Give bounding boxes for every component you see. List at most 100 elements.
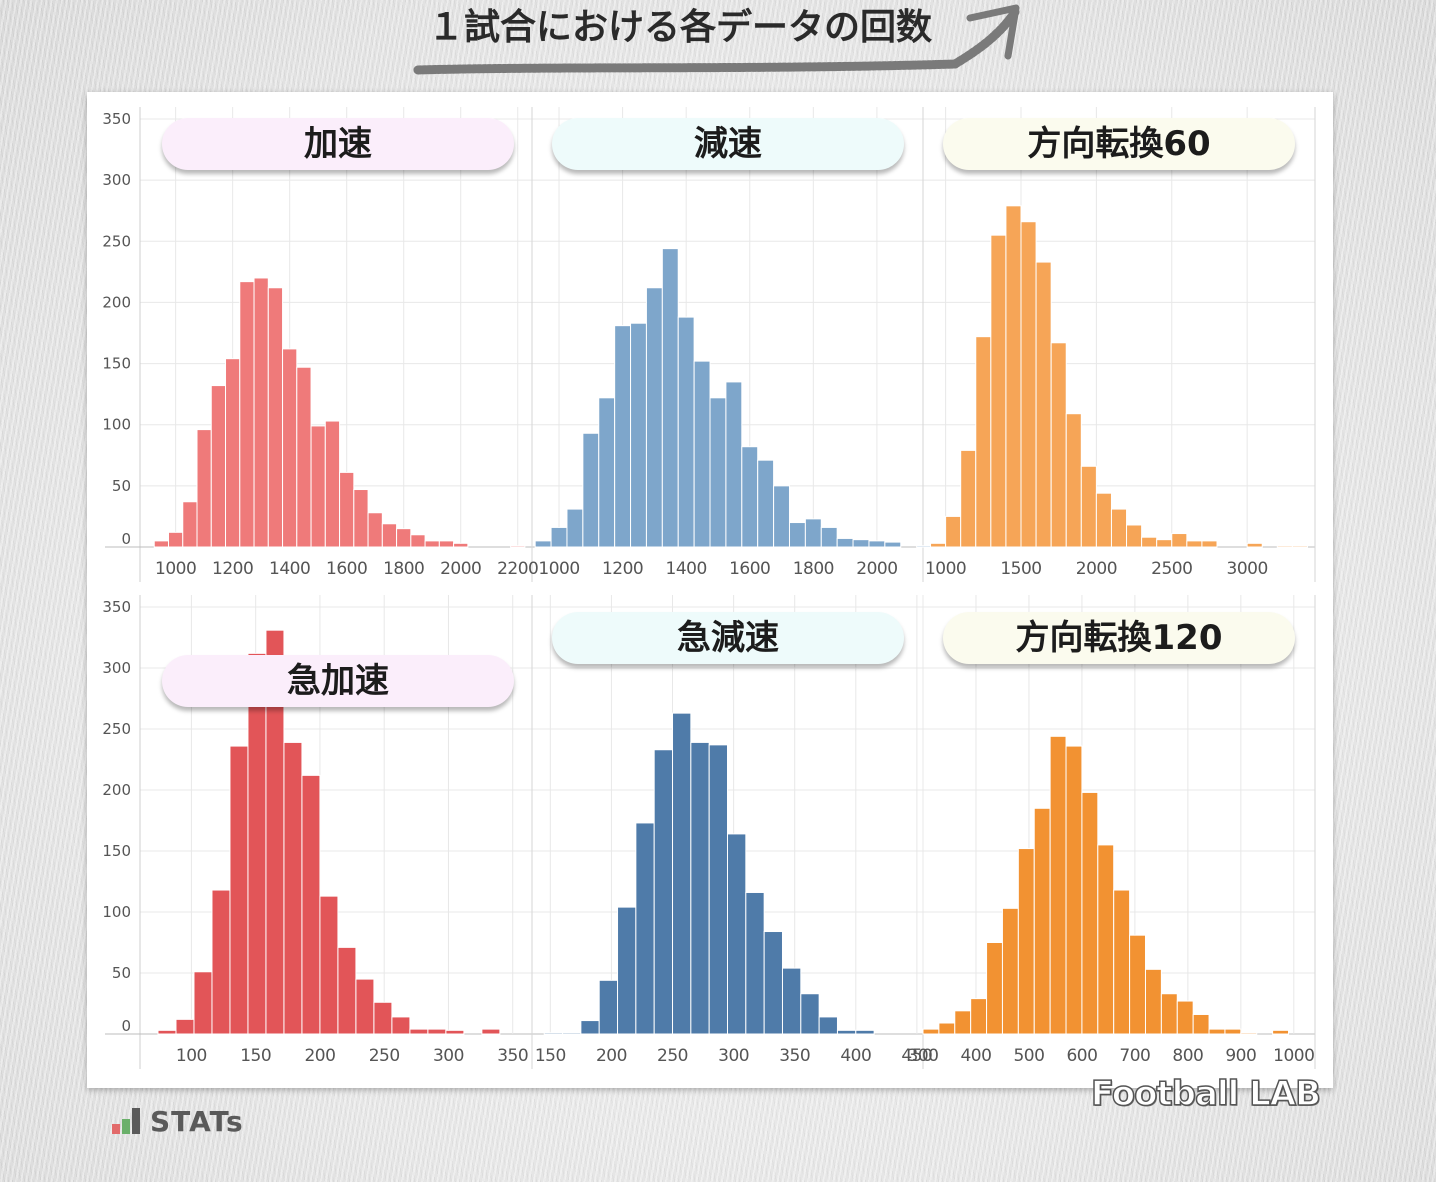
x-tick-label: 350 xyxy=(779,1046,810,1066)
x-tick-label: 350 xyxy=(497,1046,528,1066)
histogram-bar xyxy=(773,485,790,548)
chart-title-pill: 加速 xyxy=(162,118,514,170)
x-tick-label: 400 xyxy=(960,1046,991,1066)
histogram-bar xyxy=(1001,907,1019,1035)
chart-title-pill: 方向転換60 xyxy=(943,118,1295,170)
x-tick-label: 500 xyxy=(1013,1046,1044,1066)
x-tick-label: 1200 xyxy=(212,559,253,579)
x-tick-label: 1000 xyxy=(925,559,966,579)
x-tick-label: 900 xyxy=(1225,1046,1256,1066)
histogram-bar xyxy=(1080,465,1097,548)
histogram-bar xyxy=(1160,993,1178,1035)
chart-title-pill: 急減速 xyxy=(552,612,904,664)
histogram-bar xyxy=(373,1001,393,1035)
histogram-bar xyxy=(534,540,552,548)
x-tick-label: 150 xyxy=(240,1046,271,1066)
histogram-bar xyxy=(677,316,695,548)
histogram-bar xyxy=(1224,1028,1242,1035)
football-lab-logo: Football LAB xyxy=(1090,1073,1322,1115)
histogram-bar xyxy=(453,542,469,548)
stats-logo-text: STATs xyxy=(150,1104,244,1138)
histogram-bar xyxy=(1176,1000,1194,1035)
x-tick-label: 400 xyxy=(840,1046,871,1066)
histogram-bar xyxy=(1005,205,1022,548)
histogram-bar xyxy=(1065,413,1082,548)
y-tick-label: 200 xyxy=(102,781,131,799)
histogram-bar xyxy=(661,248,679,548)
histogram-bar xyxy=(239,281,255,548)
histogram-bar xyxy=(922,1028,940,1035)
x-tick-label: 1000 xyxy=(538,559,579,579)
stats-bars-icon xyxy=(112,1108,140,1134)
histogram-bar xyxy=(970,998,988,1035)
histogram-bar xyxy=(1201,540,1218,548)
histogram-bar xyxy=(930,542,947,548)
histogram-bar xyxy=(836,537,854,548)
histogram-bar xyxy=(196,429,212,548)
histogram-bar xyxy=(745,891,765,1035)
x-tick-label: 2000 xyxy=(1076,559,1117,579)
histogram-bar xyxy=(427,1028,447,1035)
y-tick-label: 350 xyxy=(102,110,131,128)
histogram-bar xyxy=(168,531,184,548)
histogram-bar xyxy=(1065,745,1083,1035)
histogram-bar xyxy=(510,545,526,548)
histogram-bar xyxy=(1291,545,1308,548)
y-tick-label: 350 xyxy=(102,598,131,616)
histogram-bar xyxy=(153,540,170,548)
histogram-bar xyxy=(409,1028,429,1035)
histogram-bar xyxy=(693,360,711,548)
y-tick-label: 300 xyxy=(102,171,131,189)
y-tick-label: 50 xyxy=(112,477,131,495)
histogram-bar xyxy=(630,322,647,548)
histogram-bar xyxy=(566,508,584,548)
histogram-bar xyxy=(709,397,727,548)
x-tick-label: 1200 xyxy=(602,559,643,579)
histogram-bar xyxy=(1081,791,1099,1035)
histogram-bar xyxy=(1049,735,1067,1035)
x-tick-label: 1000 xyxy=(1273,1046,1314,1066)
histogram-bar xyxy=(1141,536,1158,548)
histogram-bar xyxy=(319,895,339,1035)
histogram-bar xyxy=(410,534,426,548)
chart-title-pill: 方向転換120 xyxy=(943,612,1295,664)
histogram-bar xyxy=(210,385,227,548)
page-title: １試合における各データの回数 xyxy=(427,7,932,48)
histogram-bar xyxy=(781,967,802,1035)
histogram-bar xyxy=(367,512,383,548)
histogram-bar xyxy=(310,425,326,548)
x-tick-label: 150 xyxy=(535,1046,566,1066)
histogram-bar xyxy=(580,1020,600,1035)
x-tick-label: 1000 xyxy=(155,559,196,579)
y-tick-label: 150 xyxy=(102,842,131,860)
x-tick-label: 300 xyxy=(908,1046,939,1066)
histogram-bar xyxy=(1272,1029,1290,1035)
histogram-bar xyxy=(1156,539,1173,548)
histogram-bar xyxy=(945,515,962,548)
histogram-bar xyxy=(836,1029,857,1035)
histogram-bar xyxy=(672,712,692,1035)
histogram-bar xyxy=(617,906,637,1035)
histogram-bar xyxy=(353,489,369,548)
histogram-bar xyxy=(1276,545,1293,548)
histogram-bar xyxy=(804,518,822,548)
x-tick-label: 200 xyxy=(596,1046,627,1066)
histogram-bar xyxy=(229,745,249,1035)
histogram-bar xyxy=(960,449,977,548)
histogram-bar xyxy=(727,833,747,1035)
histogram-bar xyxy=(381,523,398,548)
histogram-bar xyxy=(324,420,341,548)
histogram-bar xyxy=(1035,261,1052,548)
chart-title-pill: 減速 xyxy=(552,118,904,170)
histogram-bar xyxy=(225,358,241,548)
histogram-bar xyxy=(788,522,806,548)
x-tick-label: 300 xyxy=(718,1046,749,1066)
histogram-bar xyxy=(562,1032,582,1035)
x-tick-label: 1400 xyxy=(269,559,310,579)
y-tick-label: 0 xyxy=(121,530,131,548)
histogram-bar xyxy=(355,978,375,1035)
histogram-bar xyxy=(1186,540,1203,548)
histogram-bar xyxy=(1020,221,1037,548)
histogram-bar xyxy=(396,528,412,548)
x-tick-label: 2000 xyxy=(440,559,481,579)
